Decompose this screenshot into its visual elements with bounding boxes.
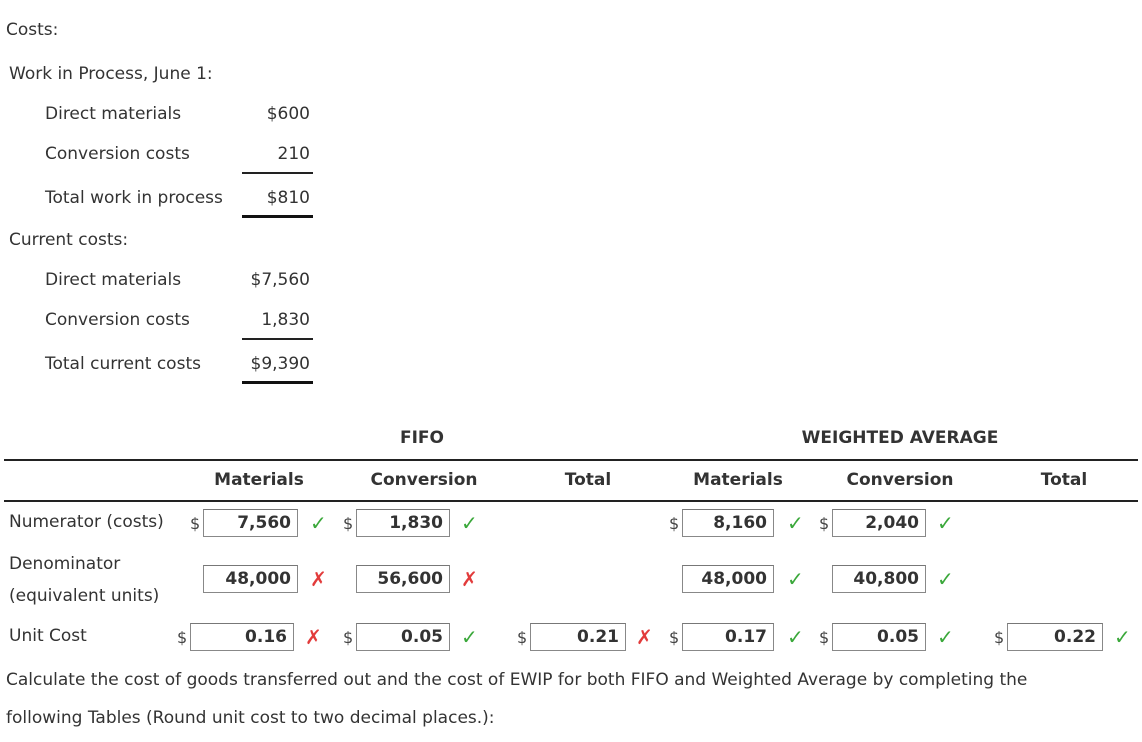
instruction-line-2: following Tables (Round unit cost to two… <box>6 708 495 728</box>
currency-symbol: $ <box>190 514 201 533</box>
input-denominator-wa-conversion[interactable]: 40,800 <box>832 565 926 593</box>
check-icon: ✓ <box>937 511 954 535</box>
row-label-equivalent-units: (equivalent units) <box>9 586 160 606</box>
current-total-value: $9,390 <box>250 354 310 374</box>
col-header-wa-total: Total <box>1040 470 1088 490</box>
currency-symbol: $ <box>819 628 830 647</box>
check-icon: ✓ <box>461 511 478 535</box>
check-icon: ✓ <box>787 567 804 591</box>
current-cc-label: Conversion costs <box>45 310 190 330</box>
check-icon: ✓ <box>1114 625 1131 649</box>
wip-cc-value: 210 <box>277 144 310 164</box>
current-subtotal-rule <box>242 338 313 340</box>
col-header-fifo-total: Total <box>564 470 612 490</box>
input-unit-cost-fifo-materials[interactable]: 0.16 <box>190 623 294 651</box>
wip-heading: Work in Process, June 1: <box>9 64 213 84</box>
col-header-fifo-conversion: Conversion <box>370 470 478 490</box>
wip-subtotal-rule <box>242 172 313 174</box>
input-numerator-fifo-conversion[interactable]: 1,830 <box>356 509 450 537</box>
input-unit-cost-wa-total[interactable]: 0.22 <box>1007 623 1103 651</box>
cross-icon: ✗ <box>636 625 653 649</box>
cross-icon: ✗ <box>310 567 327 591</box>
col-header-wa-materials: Materials <box>693 470 783 490</box>
current-cc-value: 1,830 <box>261 310 310 330</box>
currency-symbol: $ <box>819 514 830 533</box>
currency-symbol: $ <box>343 628 354 647</box>
currency-symbol: $ <box>669 514 680 533</box>
check-icon: ✓ <box>310 511 327 535</box>
input-numerator-fifo-materials[interactable]: 7,560 <box>203 509 298 537</box>
group-header-fifo: FIFO <box>399 428 444 448</box>
table-top-rule <box>4 459 1138 461</box>
table-header-rule <box>4 500 1138 502</box>
check-icon: ✓ <box>787 511 804 535</box>
check-icon: ✓ <box>787 625 804 649</box>
input-unit-cost-fifo-conversion[interactable]: 0.05 <box>356 623 450 651</box>
cross-icon: ✗ <box>461 567 478 591</box>
costs-heading: Costs: <box>6 20 59 40</box>
current-total-label: Total current costs <box>45 354 201 374</box>
wip-total-value: $810 <box>266 188 310 208</box>
input-denominator-fifo-conversion[interactable]: 56,600 <box>356 565 450 593</box>
wip-dm-label: Direct materials <box>45 104 182 124</box>
row-label-unit-cost: Unit Cost <box>9 626 87 646</box>
input-unit-cost-wa-materials[interactable]: 0.17 <box>682 623 774 651</box>
current-heading: Current costs: <box>9 230 129 250</box>
input-numerator-wa-materials[interactable]: 8,160 <box>682 509 774 537</box>
wip-total-label: Total work in process <box>45 188 223 208</box>
col-header-fifo-materials: Materials <box>214 470 304 490</box>
currency-symbol: $ <box>177 628 188 647</box>
check-icon: ✓ <box>937 567 954 591</box>
input-denominator-fifo-materials[interactable]: 48,000 <box>203 565 298 593</box>
input-unit-cost-fifo-total[interactable]: 0.21 <box>530 623 626 651</box>
row-label-denominator: Denominator <box>9 554 121 574</box>
input-unit-cost-wa-conversion[interactable]: 0.05 <box>832 623 926 651</box>
check-icon: ✓ <box>937 625 954 649</box>
instruction-line-1: Calculate the cost of goods transferred … <box>6 670 1028 690</box>
input-denominator-wa-materials[interactable]: 48,000 <box>682 565 774 593</box>
currency-symbol: $ <box>343 514 354 533</box>
input-numerator-wa-conversion[interactable]: 2,040 <box>832 509 926 537</box>
wip-cc-label: Conversion costs <box>45 144 190 164</box>
current-total-rule <box>242 381 313 384</box>
wip-dm-value: $600 <box>266 104 310 124</box>
wip-total-rule <box>242 215 313 218</box>
current-dm-value: $7,560 <box>250 270 310 290</box>
currency-symbol: $ <box>517 628 528 647</box>
check-icon: ✓ <box>461 625 478 649</box>
col-header-wa-conversion: Conversion <box>846 470 954 490</box>
currency-symbol: $ <box>994 628 1005 647</box>
cross-icon: ✗ <box>305 625 322 649</box>
currency-symbol: $ <box>669 628 680 647</box>
current-dm-label: Direct materials <box>45 270 182 290</box>
row-label-numerator: Numerator (costs) <box>9 512 164 532</box>
group-header-weighted-average: WEIGHTED AVERAGE <box>801 428 999 448</box>
